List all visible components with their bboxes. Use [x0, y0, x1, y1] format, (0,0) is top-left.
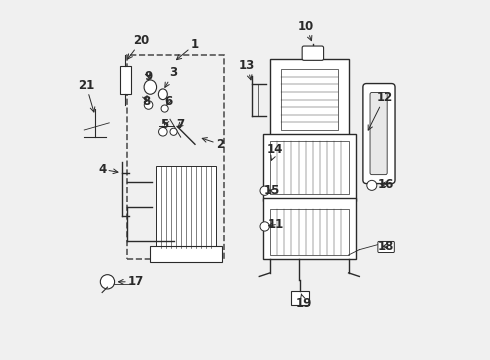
FancyBboxPatch shape — [363, 84, 395, 184]
Text: 15: 15 — [264, 184, 280, 197]
Text: 8: 8 — [143, 95, 151, 108]
Text: 18: 18 — [378, 240, 394, 253]
Text: 19: 19 — [296, 294, 312, 310]
Bar — [120, 66, 131, 94]
Bar — [150, 246, 222, 262]
FancyBboxPatch shape — [370, 93, 387, 175]
Ellipse shape — [144, 80, 157, 94]
Circle shape — [170, 128, 177, 135]
Bar — [270, 141, 348, 194]
Text: 17: 17 — [119, 275, 144, 288]
Bar — [270, 59, 348, 137]
Text: 3: 3 — [165, 66, 177, 87]
Circle shape — [144, 101, 153, 109]
Text: 1: 1 — [176, 38, 199, 60]
Text: 13: 13 — [239, 59, 255, 80]
Text: 2: 2 — [202, 138, 224, 151]
Bar — [263, 198, 356, 258]
Bar — [156, 166, 217, 248]
FancyBboxPatch shape — [378, 242, 394, 252]
Circle shape — [367, 180, 377, 190]
Text: 14: 14 — [267, 143, 284, 160]
Text: 4: 4 — [98, 163, 118, 176]
Circle shape — [260, 222, 270, 231]
Bar — [281, 69, 338, 130]
Text: 20: 20 — [128, 34, 149, 59]
Text: 11: 11 — [267, 218, 284, 231]
Ellipse shape — [158, 89, 167, 100]
Circle shape — [260, 186, 270, 195]
Bar — [127, 55, 223, 258]
Circle shape — [100, 275, 115, 289]
Text: 16: 16 — [378, 178, 394, 191]
FancyBboxPatch shape — [302, 46, 323, 60]
Text: 5: 5 — [161, 118, 169, 131]
Circle shape — [159, 127, 167, 136]
Bar — [270, 208, 348, 255]
Bar — [292, 291, 309, 305]
Text: 21: 21 — [78, 79, 95, 112]
Text: 7: 7 — [176, 118, 185, 131]
Bar — [263, 134, 356, 202]
Text: 9: 9 — [145, 70, 153, 83]
Text: 10: 10 — [297, 20, 314, 41]
Text: 6: 6 — [164, 95, 172, 108]
Text: 12: 12 — [368, 91, 392, 130]
Circle shape — [161, 105, 168, 112]
